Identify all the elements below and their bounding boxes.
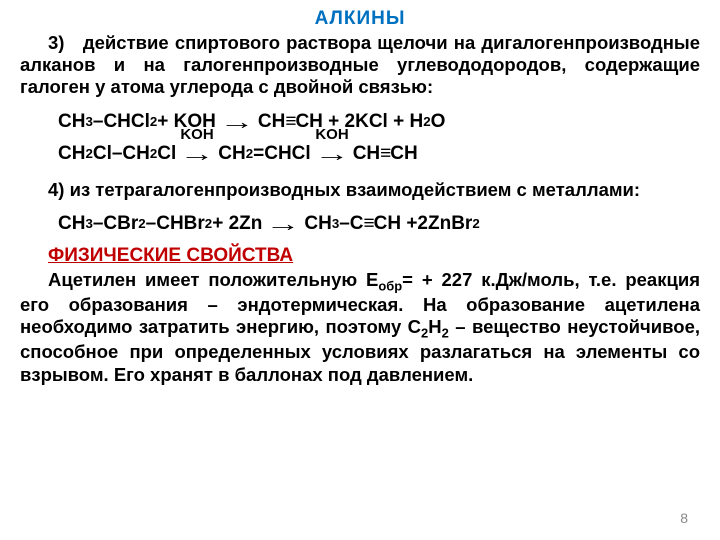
eq3-p7: CH +2ZnBr bbox=[374, 213, 473, 235]
eq1-s3: 3 bbox=[85, 114, 92, 129]
eq2-s2c: 2 bbox=[246, 146, 253, 161]
triple-bond-icon: ≡ bbox=[364, 213, 374, 235]
eq1-d1: – bbox=[93, 111, 104, 133]
triple-bond-icon: ≡ bbox=[380, 143, 390, 165]
eq1-l: CH bbox=[58, 111, 85, 133]
eq1-s2b: 2 bbox=[423, 114, 430, 129]
arrow-label-2: KOH bbox=[315, 126, 348, 143]
triple-bond-icon: ≡ bbox=[285, 111, 295, 133]
eq2-p3: Cl bbox=[157, 143, 176, 165]
arrow-icon: → bbox=[219, 109, 254, 135]
eq2-p4: CH bbox=[218, 143, 245, 165]
item-4-num: 4) bbox=[48, 179, 64, 200]
arrow-icon: →KOH bbox=[314, 141, 349, 167]
page-title: АЛКИНЫ bbox=[20, 8, 700, 30]
eq1-s2a: 2 bbox=[150, 114, 157, 129]
eq3-s2a: 2 bbox=[138, 216, 145, 231]
eq2-p1: CH bbox=[58, 143, 85, 165]
equation-3: CH3–CBr2–CHBr2+ 2Zn → CH3–C≡CH +2ZnBr2 bbox=[58, 211, 700, 237]
arrow-icon: →KOH bbox=[180, 141, 215, 167]
physical-properties-text: Ацетилен имеет положительную Eобр= + 227… bbox=[20, 269, 700, 386]
eq2-p5: =CHCl bbox=[253, 143, 311, 165]
arrow-icon: → bbox=[266, 211, 301, 237]
eq3-s3b: 3 bbox=[332, 216, 339, 231]
eq3-p3: –CHBr bbox=[146, 213, 205, 235]
eq3-p2: –CBr bbox=[93, 213, 138, 235]
phys-sub3: 2 bbox=[442, 326, 449, 341]
phys-sub1: обр bbox=[378, 278, 402, 293]
eq3-s3: 3 bbox=[85, 216, 92, 231]
eq2-s2a: 2 bbox=[85, 146, 92, 161]
phys-a: Ацетилен имеет положительную E bbox=[48, 269, 378, 290]
equation-2: CH2Cl–CH2Cl →KOH CH2=CHCl →KOH CH≡CH bbox=[58, 141, 700, 167]
eq2-s2b: 2 bbox=[150, 146, 157, 161]
eq3-s2b: 2 bbox=[205, 216, 212, 231]
item-4-text: 4) из тетрагалогенпроизводных взаимодейс… bbox=[20, 179, 700, 201]
eq3-p5: CH bbox=[304, 213, 331, 235]
item-4-body: из тетрагалогенпроизводных взаимодействи… bbox=[70, 179, 640, 200]
eq1-r3: O bbox=[431, 111, 446, 133]
eq1-r1: CH bbox=[258, 111, 285, 133]
eq3-p1: CH bbox=[58, 213, 85, 235]
page-number: 8 bbox=[680, 510, 688, 526]
equation-1: CH3–CHCl2 + KOH → CH≡CH + 2KCl + H2O bbox=[58, 109, 700, 135]
physical-properties-heading: ФИЗИЧЕСКИЕ СВОЙСТВА bbox=[48, 245, 700, 267]
phys-heading-text: ФИЗИЧЕСКИЕ СВОЙСТВА bbox=[48, 245, 293, 266]
eq3-p4: + 2Zn bbox=[212, 213, 262, 235]
item-3-text: 3) действие спиртового раствора щелочи н… bbox=[20, 32, 700, 99]
eq3-s2c: 2 bbox=[472, 216, 479, 231]
item-3-num: 3) bbox=[48, 32, 64, 53]
item-3-body: действие спиртового раствора щелочи на д… bbox=[20, 32, 700, 97]
arrow-label-1: KOH bbox=[181, 126, 214, 143]
eq2-p7: CH bbox=[390, 143, 417, 165]
eq2-p6: CH bbox=[353, 143, 380, 165]
eq2-p2: Cl–CH bbox=[93, 143, 150, 165]
eq1-m1: CHCl bbox=[103, 111, 149, 133]
phys-c: H bbox=[428, 316, 441, 337]
eq3-p6: –C bbox=[339, 213, 363, 235]
